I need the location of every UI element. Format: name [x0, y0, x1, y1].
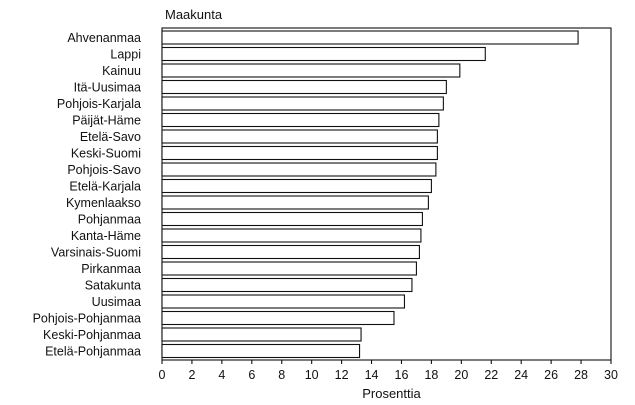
bar	[161, 30, 579, 45]
bar	[161, 343, 361, 359]
bar	[161, 112, 440, 128]
category-label: Satakunta	[85, 279, 141, 293]
x-tick-label: 14	[365, 368, 379, 382]
bar	[161, 327, 362, 342]
bar	[161, 310, 395, 326]
x-tick-label: 2	[188, 368, 195, 382]
bars-group	[161, 30, 579, 359]
bar	[161, 261, 417, 276]
x-tick-label: 22	[484, 368, 498, 382]
x-tick-label: 0	[159, 368, 166, 382]
bar	[161, 63, 461, 78]
x-tick-label: 6	[248, 368, 255, 382]
bar	[161, 195, 429, 210]
x-tick-label: 16	[395, 368, 409, 382]
bar	[161, 46, 486, 62]
category-label: Etelä-Karjala	[69, 180, 141, 194]
x-tick-label: 8	[278, 368, 285, 382]
x-tick-label: 24	[514, 368, 528, 382]
category-label: Pohjois-Karjala	[57, 97, 141, 111]
x-tick-label: 10	[305, 368, 319, 382]
x-ticks-group: 0 2 4 6 8 10 12 14 16 18 20 22 24 26 28 30	[159, 360, 618, 382]
x-tick-label: 28	[574, 368, 588, 382]
bar	[161, 145, 438, 161]
category-label: Kanta-Häme	[71, 229, 141, 243]
category-label: Pohjanmaa	[78, 213, 141, 227]
bar	[161, 96, 444, 111]
category-label: Pirkanmaa	[81, 262, 141, 276]
x-tick-label: 4	[218, 368, 225, 382]
bar	[161, 294, 406, 309]
category-label: Kainuu	[102, 64, 141, 78]
plot-frame	[161, 27, 612, 361]
category-label: Etelä-Savo	[80, 130, 141, 144]
bar	[161, 211, 423, 227]
x-tick-label: 18	[424, 368, 438, 382]
x-tick-label: 20	[454, 368, 468, 382]
bar	[161, 244, 420, 260]
x-tick-label: 26	[544, 368, 558, 382]
bar	[161, 228, 422, 243]
category-label: Itä-Uusimaa	[74, 81, 141, 95]
x-tick-label: 30	[604, 368, 618, 382]
category-label: Päijät-Häme	[72, 114, 141, 128]
category-label: Uusimaa	[92, 295, 141, 309]
category-label: Pohjois-Savo	[67, 163, 141, 177]
bar	[161, 162, 437, 177]
bar	[161, 178, 432, 194]
category-labels-group: Ahvenanmaa Lappi Kainuu Itä-Uusimaa Pohjois-…	[33, 31, 141, 359]
category-label: Varsinais-Suomi	[51, 246, 141, 260]
bar	[161, 277, 413, 293]
category-label: Lappi	[110, 48, 141, 62]
category-label: Etelä-Pohjanmaa	[45, 345, 141, 359]
category-label: Keski-Suomi	[71, 147, 141, 161]
category-label: Pohjois-Pohjanmaa	[33, 312, 141, 326]
x-axis-title: Prosenttia	[362, 386, 421, 401]
bar	[161, 79, 447, 95]
category-label: Keski-Pohjanmaa	[43, 328, 141, 342]
chart-title: Maakunta	[165, 7, 223, 22]
x-tick-label: 12	[335, 368, 349, 382]
category-label: Ahvenanmaa	[67, 31, 141, 45]
bar	[161, 129, 438, 144]
category-label: Kymenlaakso	[66, 196, 141, 210]
